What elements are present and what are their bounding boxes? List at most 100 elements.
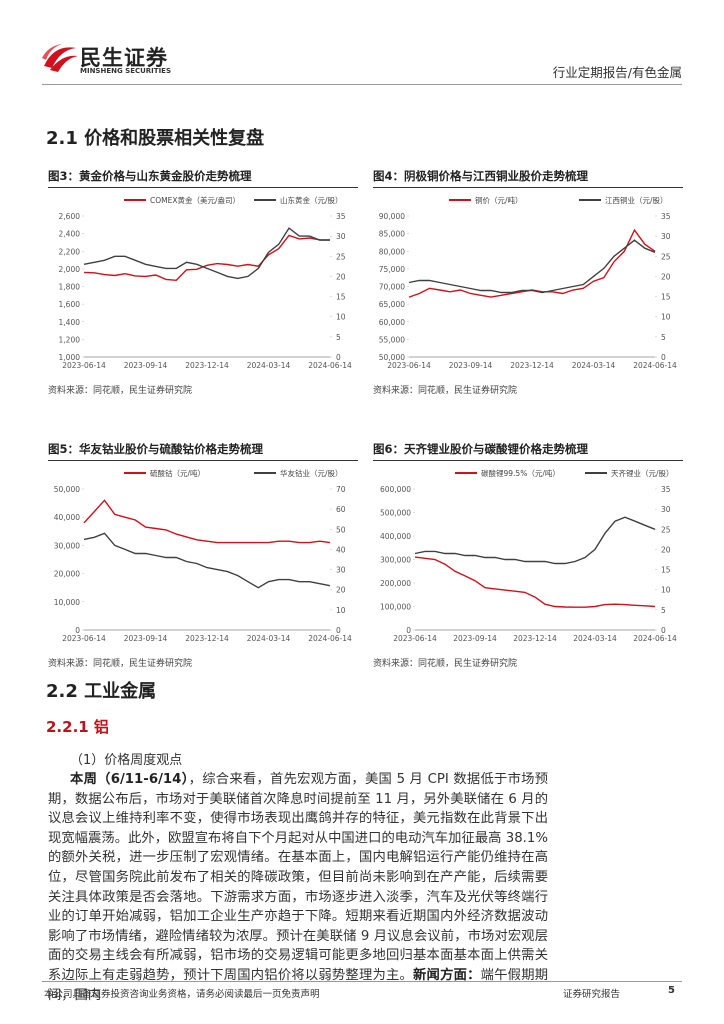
y2-tick-label: 50 [336,525,346,534]
legend-label: 铜价（元/吨） [475,195,523,205]
y2-tick-label: 30 [336,232,346,241]
y-tick-label: 90,000 [379,212,405,221]
y-tick-label: 300,000 [380,556,411,565]
series-line [83,499,331,544]
y2-tick-label: 25 [661,252,671,261]
y-tick-label: 2,600 [59,212,81,221]
x-tick-label: 2023-09-14 [124,634,168,643]
y-tick-label: 10,000 [54,598,80,607]
legend-label: 硫酸钴（元/吨） [150,468,205,478]
y-tick-label: 0 [406,626,411,635]
legend-label: 江西铜业（元/股） [605,195,668,205]
y-tick-label: 400,000 [380,532,411,541]
y2-tick-label: 5 [661,333,666,342]
y-tick-label: 500,000 [380,509,411,518]
y2-tick-label: 35 [661,212,671,221]
x-tick-label: 2023-12-14 [513,634,557,643]
y-tick-label: 100,000 [380,603,411,612]
y2-tick-label: 35 [336,212,346,221]
y-tick-label: 200,000 [380,579,411,588]
y-tick-label: 1,600 [59,300,81,309]
y2-tick-label: 20 [336,586,346,595]
y2-tick-label: 30 [661,505,671,514]
x-tick-label: 2024-03-14 [247,361,291,370]
figure-source: 资料来源：同花顺，民生证券研究院 [373,386,518,396]
y-tick-label: 600,000 [380,485,411,494]
y2-tick-label: 20 [336,272,346,281]
y2-tick-label: 30 [336,566,346,575]
y2-tick-label: 10 [336,606,346,615]
series-line [83,227,330,280]
legend-label: 山东黄金（元/股） [280,195,343,205]
x-tick-label: 2023-09-14 [453,634,497,643]
y2-tick-label: 0 [336,626,341,635]
chart: 0 10,000 20,000 30,000 40,000 50,000 0 10 20 30 40… [54,468,352,643]
y2-tick-label: 10 [661,313,671,322]
y2-tick-label: 25 [336,252,346,261]
x-tick-label: 2023-06-14 [387,361,431,370]
legend-label: 碳酸锂99.5%（元/吨） [481,468,560,478]
figure-title: 图4：阴极铜价格与江西铜业股价走势梳理 [373,168,683,188]
figure-title: 图3：黄金价格与山东黄金股价走势梳理 [48,168,358,188]
bold-lead: 本周（6/11-6/14） [70,772,189,787]
body-text: 端午假期期间，国内 [48,967,549,1003]
bold-lead: 新闻方面： [413,967,481,983]
y-tick-label: 50,000 [54,485,80,494]
y2-tick-label: 0 [336,353,341,362]
x-tick-label: 2024-03-14 [572,361,616,370]
y2-tick-label: 0 [661,626,666,635]
y2-tick-label: 15 [661,293,671,302]
figure-source: 资料来源：同花顺，民生证券研究院 [48,386,193,396]
x-tick-label: 2024-06-14 [633,634,677,643]
y-tick-label: 20,000 [54,570,80,579]
x-tick-label: 2023-12-14 [510,361,554,370]
y2-tick-label: 35 [661,485,671,494]
x-tick-label: 2024-06-14 [308,361,352,370]
y2-tick-label: 0 [661,353,666,362]
y2-tick-label: 20 [661,272,671,281]
y2-tick-label: 40 [336,545,346,554]
y-tick-label: 30,000 [54,541,80,550]
paragraph: 本周（6/11-6/14），综合来看，首先宏观方面，美国 5 月 CPI 数据低… [48,770,548,1005]
series-line [414,516,656,565]
y2-tick-label: 15 [336,293,346,302]
y-tick-label: 0 [75,626,80,635]
y2-tick-label: 15 [661,566,671,575]
y-tick-label: 2,200 [59,247,81,256]
chart: 50,000 55,000 60,000 65,000 70,000 75,000 80,0… [379,195,677,370]
x-tick-label: 2023-12-14 [185,361,229,370]
x-tick-label: 2024-03-14 [247,634,291,643]
chart: 1,000 1,200 1,400 1,600 1,800 2,000 2,200 2,400… [59,195,353,370]
chart: 0 100,000 200,000 300,000 400,000 500,000 600,… [380,468,677,643]
figure-title: 图6：天齐锂业股价与碳酸锂价格走势梳理 [373,441,683,461]
x-tick-label: 2023-12-14 [185,634,229,643]
section-title: 2.2 工业金属 [46,681,157,702]
x-tick-label: 2023-09-14 [124,361,168,370]
y-tick-label: 1,000 [59,353,81,362]
y2-tick-label: 70 [336,485,346,494]
y2-tick-label: 10 [661,586,671,595]
legend-label: 天齐锂业（元/股） [611,468,674,478]
header-rule [42,84,682,85]
y2-tick-label: 20 [661,545,671,554]
item-heading: （1）价格周度观点 [70,753,183,768]
y2-tick-label: 5 [661,606,666,615]
figure-source: 资料来源：同花顺，民生证券研究院 [373,659,518,669]
x-tick-label: 2024-06-14 [633,361,677,370]
disclaimer: 本公司具备证券投资咨询业务资格，请务必阅读最后一页免责声明 [44,989,320,1000]
x-tick-label: 2023-09-14 [449,361,493,370]
series-line [408,228,656,298]
series-line [83,532,331,589]
y-tick-label: 65,000 [379,300,405,309]
y2-tick-label: 10 [336,313,346,322]
y-tick-label: 1,400 [59,318,81,327]
figure-title: 图5：华友钴业股价与硫酸钴价格走势梳理 [48,441,358,461]
x-tick-label: 2023-06-14 [393,634,437,643]
series-line [414,556,656,608]
y-tick-label: 1,800 [59,283,81,292]
figure-source: 资料来源：同花顺，民生证券研究院 [48,659,193,669]
y2-tick-label: 30 [661,232,671,241]
x-tick-label: 2023-06-14 [62,634,106,643]
y2-tick-label: 25 [661,525,671,534]
